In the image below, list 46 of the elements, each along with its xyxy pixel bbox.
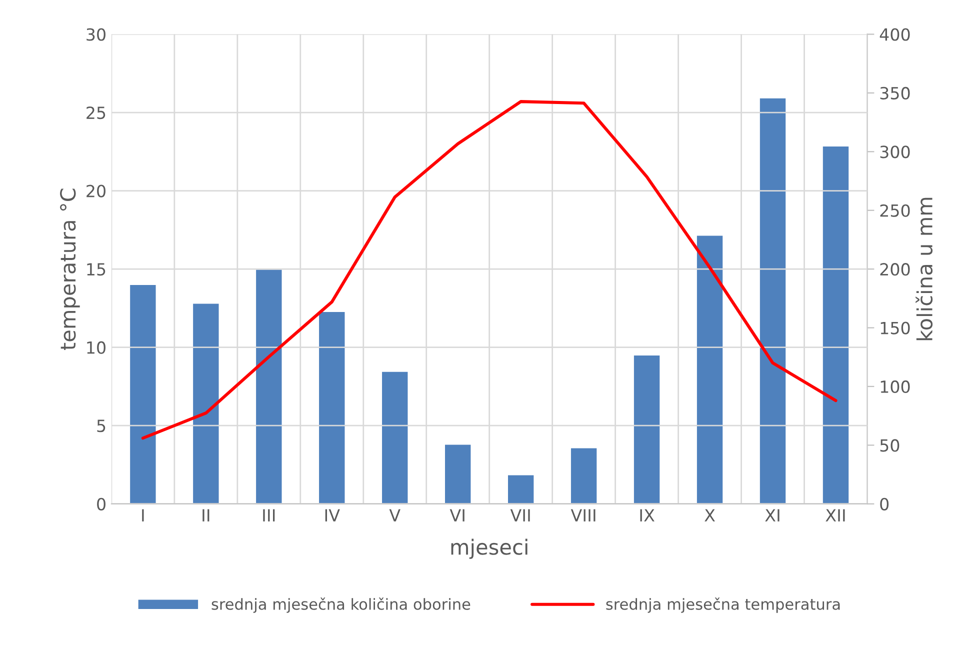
y-tick-label: 10 <box>87 341 106 354</box>
y-tick-label: 30 <box>86 28 106 41</box>
x-tick-label: I <box>142 509 144 522</box>
bar <box>192 302 220 504</box>
y2-tick-label: 50 <box>880 439 900 452</box>
y-tick-label: 0 <box>97 498 106 510</box>
x-tick-label: VI <box>450 509 464 522</box>
bar <box>570 446 598 504</box>
x-tick-label: IX <box>640 509 654 522</box>
y-tick-label: 20 <box>86 184 106 198</box>
x-tick-label: XII <box>826 509 845 522</box>
bar <box>380 370 410 504</box>
bar <box>506 474 536 504</box>
bar <box>128 284 158 504</box>
x-tick-label: IV <box>325 509 340 522</box>
bar <box>758 96 788 504</box>
x-tick-label: VII <box>510 509 530 522</box>
x-tick-label: XI <box>765 509 780 522</box>
bar <box>696 234 724 504</box>
bar <box>632 354 662 504</box>
x-tick-label: V <box>389 509 400 522</box>
x-tick-label: X <box>704 509 715 522</box>
y-tick-label: 5 <box>97 420 106 432</box>
y2-tick-label: 200 <box>880 263 910 276</box>
bar <box>444 443 472 504</box>
x-tick-label: II <box>202 509 210 522</box>
x-tick-label: III <box>263 509 275 522</box>
y-tick-label: 25 <box>86 106 106 120</box>
y2-tick-label: 250 <box>880 204 910 217</box>
y-tick-label: 15 <box>87 263 106 276</box>
legend-label: srednja mjesečna količina oborine <box>212 597 470 613</box>
y-axis-title: temperatura °C <box>60 188 80 350</box>
bar <box>254 268 284 504</box>
legend-label: srednja mjesečna temperatura <box>606 597 840 613</box>
y2-axis-title: količina u mm <box>916 198 933 340</box>
y2-tick-label: 350 <box>880 86 910 100</box>
y2-tick-label: 150 <box>880 322 910 334</box>
x-axis-title: mjeseci <box>451 538 528 559</box>
y2-tick-label: 300 <box>880 146 910 158</box>
y2-tick-label: 100 <box>880 380 910 394</box>
y2-tick-label: 400 <box>880 28 910 41</box>
bar <box>822 145 850 504</box>
bar <box>318 310 346 504</box>
line-series <box>141 100 838 440</box>
y2-tick-label: 0 <box>880 498 889 510</box>
x-tick-label: VIII <box>570 509 596 522</box>
